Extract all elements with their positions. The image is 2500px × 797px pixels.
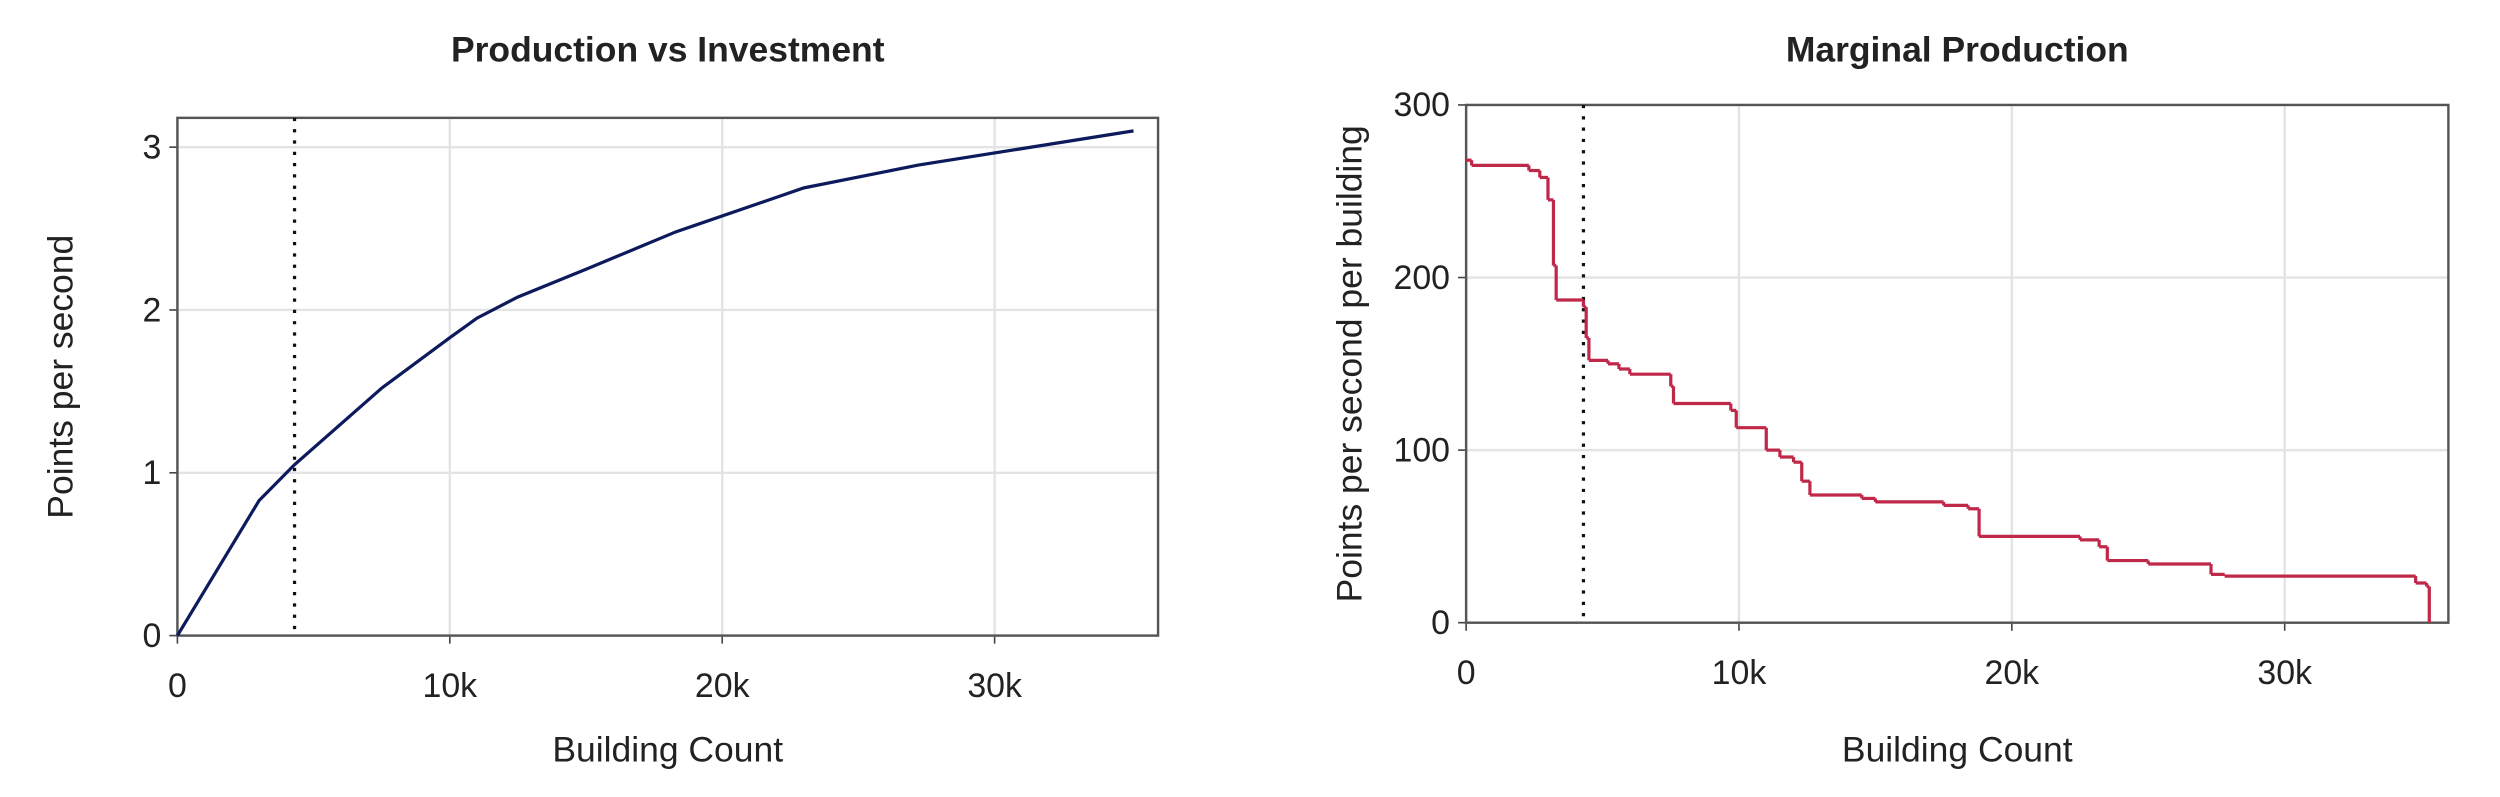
y-tick-label: 200 (1394, 259, 1451, 297)
x-axis-label: Building Count (552, 729, 783, 769)
x-tick-label: 10k (423, 667, 478, 705)
y-axis-label: Points per second per building (1329, 125, 1369, 602)
x-axis-label: Building Count (1842, 729, 2073, 769)
data-line (176, 129, 1134, 637)
y-tick-label: 0 (142, 617, 161, 655)
x-tick-label: 10k (1712, 654, 1767, 692)
y-tick-label: 0 (1431, 604, 1450, 642)
x-tick-label: 30k (967, 667, 1022, 705)
y-tick-label: 300 (1394, 86, 1451, 124)
y-tick-label: 3 (142, 128, 161, 166)
y-tick-label: 1 (142, 454, 161, 492)
y-tick-label: 2 (142, 291, 161, 329)
plot-frame (1464, 103, 2450, 624)
y-axis-label: Points per second (41, 235, 81, 519)
chart-title: Marginal Production (1786, 29, 2129, 69)
x-tick-label: 20k (1985, 654, 2040, 692)
x-tick-label: 0 (1457, 654, 1476, 692)
x-tick-label: 0 (168, 667, 187, 705)
plot-frame (176, 116, 1160, 637)
x-tick-label: 20k (695, 667, 750, 705)
y-tick-label: 100 (1394, 431, 1451, 469)
x-tick-label: 30k (2257, 654, 2312, 692)
chart-title: Production vs Investment (451, 29, 885, 69)
